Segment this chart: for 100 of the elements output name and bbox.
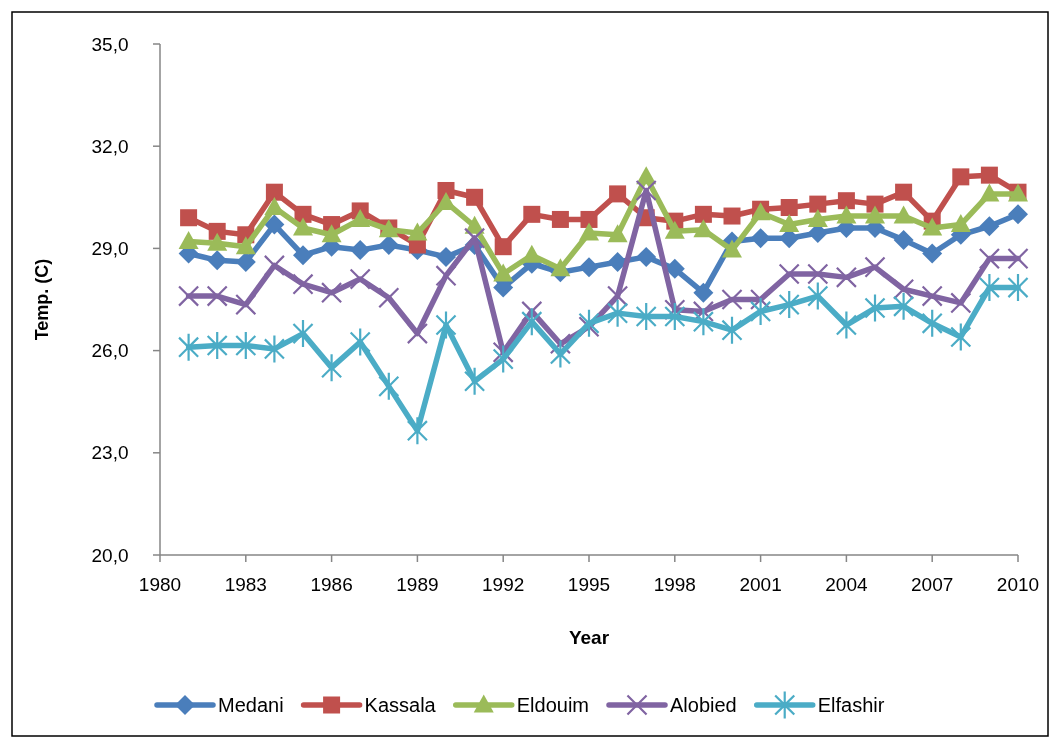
point [492,345,514,373]
x-axis-title: Year [568,627,610,648]
y-tick-label: 23,0 [91,442,129,464]
y-tick-label: 35,0 [91,33,129,55]
point [407,417,428,445]
x-tick-label: 1980 [138,574,182,595]
x-tick-label: 1989 [396,574,439,595]
point [580,210,598,228]
point [349,328,371,356]
point [464,367,485,395]
point [1008,204,1028,225]
point [264,255,285,276]
point [321,354,342,382]
point [723,207,741,225]
point [350,240,371,261]
point [980,166,998,184]
point [865,205,885,224]
point [466,188,484,206]
point [293,245,313,266]
point [578,309,600,337]
x-tick-label: 1992 [482,574,525,595]
y-tick-label: 26,0 [91,340,129,362]
point [635,180,657,201]
point [664,220,685,239]
point [407,222,428,241]
point [893,292,914,320]
point [550,258,571,277]
point [778,263,800,285]
point [664,303,686,331]
x-tick-label: 2007 [911,574,954,595]
point [178,231,199,250]
point [206,331,228,359]
point [178,333,199,361]
point [693,282,714,303]
point [550,340,571,368]
point [664,258,685,279]
point [264,214,285,235]
point [523,205,541,223]
point [722,239,742,258]
point [836,311,857,339]
point [235,252,256,273]
point [809,195,827,213]
x-tick-label: 1998 [653,574,696,595]
x-tick-label: 1983 [224,574,267,595]
point [721,316,743,344]
point [950,323,972,351]
point [921,285,943,307]
point [579,257,599,278]
point [264,335,285,363]
point [551,210,569,228]
x-tick-label: 2010 [996,574,1040,595]
y-tick-label: 32,0 [91,135,129,157]
point [609,185,627,203]
point [435,265,457,286]
point [235,331,257,359]
point [207,250,228,271]
x-tick-label: 2001 [739,574,782,595]
point [180,209,198,227]
point [922,217,943,236]
point [350,208,371,227]
point [493,263,514,282]
point [321,282,342,304]
point [607,299,628,327]
point [464,227,485,249]
y-tick-label: 29,0 [91,237,129,259]
point [721,289,743,310]
point [921,309,943,337]
point [979,216,1000,237]
point [922,243,943,264]
point [778,291,800,319]
point [407,323,428,344]
point [494,238,512,256]
point [893,229,914,250]
point [635,303,657,331]
point [521,308,543,336]
point [693,219,714,238]
point [292,320,314,348]
point [807,208,828,227]
x-tick-label: 1995 [567,574,611,595]
point [979,248,1000,269]
point [235,236,256,255]
point [207,232,228,251]
point [952,168,970,186]
y-axis-title: Temp. (C) [32,258,52,341]
point [864,294,886,322]
point [950,292,972,314]
legend-label: Medani [218,694,284,716]
x-tick-label: 2004 [825,574,868,595]
point [264,197,285,216]
point [292,273,314,295]
legend-label: Eldouim [516,694,590,716]
point [837,192,855,210]
legend-label: Alobied [670,694,737,716]
point [265,183,283,201]
point [779,214,800,233]
point [979,183,1000,202]
point [807,282,829,310]
point [836,267,857,288]
point [437,181,455,199]
legend-label: Elfashir [817,694,885,716]
